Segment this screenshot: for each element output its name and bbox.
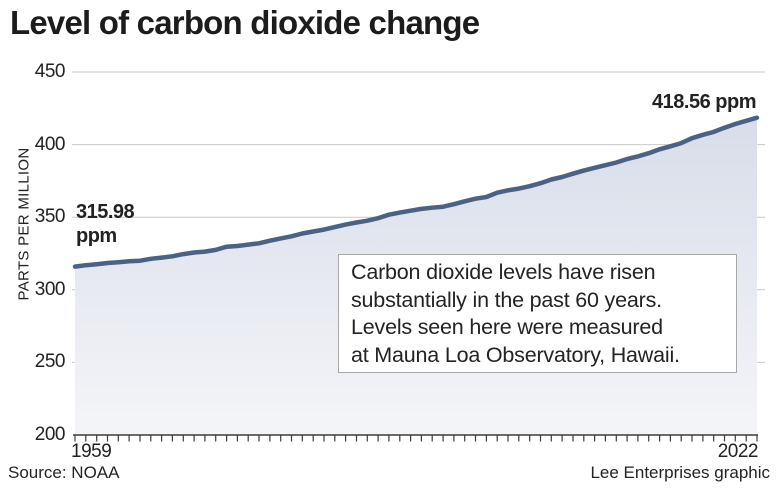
callout-line: Levels seen here were measured: [351, 315, 663, 339]
y-tick-label-400: 400: [34, 134, 66, 155]
y-tick-label-250: 250: [34, 351, 66, 372]
start-value-annotation: 315.98 ppm: [76, 200, 135, 248]
x-tick-label-start: 1959: [71, 441, 112, 462]
start-unit: ppm: [76, 225, 117, 247]
callout-box: Carbon dioxide levels have risen substan…: [338, 254, 737, 373]
end-value-annotation: 418.56 ppm: [652, 91, 756, 113]
callout-line: at Mauna Loa Observatory, Hawaii.: [351, 342, 680, 367]
x-tick-label-end: 2022: [717, 441, 759, 462]
chart-title: Level of carbon dioxide change: [10, 4, 480, 41]
callout-line: Carbon dioxide levels have risen: [351, 260, 656, 284]
source-text: Source: NOAA: [8, 463, 120, 482]
y-tick-label-200: 200: [34, 424, 66, 445]
credit-text: Lee Enterprises graphic: [590, 463, 770, 482]
y-tick-label-350: 350: [34, 206, 66, 227]
callout-line: substantially in the past 60 years.: [351, 287, 662, 312]
y-tick-label-450: 450: [34, 61, 66, 82]
start-value: 315.98: [76, 201, 135, 223]
y-tick-label-300: 300: [34, 279, 66, 300]
